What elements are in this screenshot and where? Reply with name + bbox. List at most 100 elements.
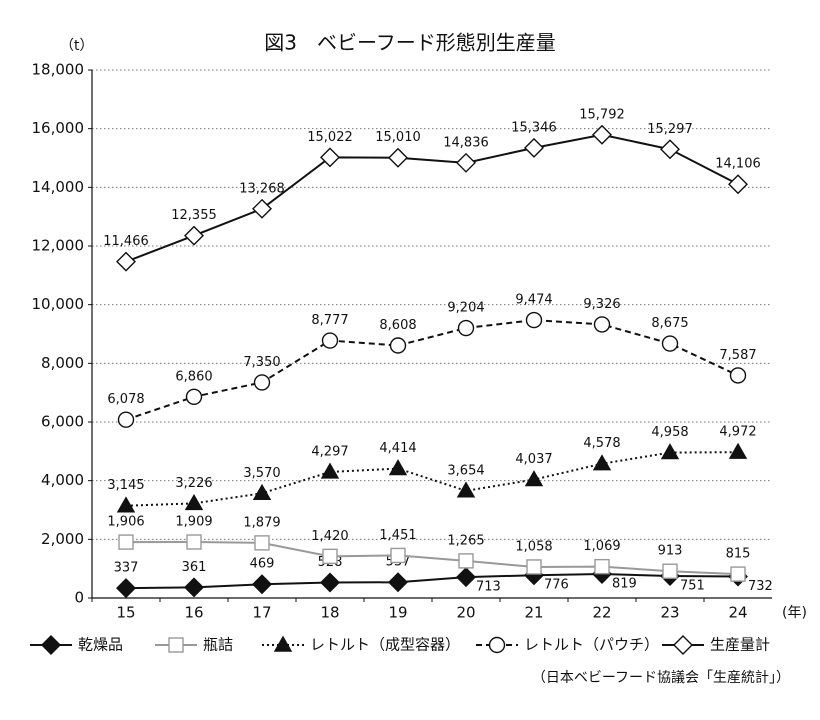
data-point (524, 470, 544, 487)
data-label: 7,350 (243, 355, 280, 370)
data-point (728, 442, 748, 459)
data-label: 776 (544, 578, 569, 593)
data-label: 9,474 (515, 293, 552, 308)
data-label: 819 (612, 576, 637, 591)
x-unit: (年) (782, 605, 807, 621)
data-point (594, 558, 610, 575)
data-label: 751 (680, 578, 705, 593)
data-label: 15,010 (375, 130, 421, 145)
data-point (457, 319, 475, 337)
data-point (592, 454, 612, 471)
data-label: 11,466 (103, 234, 149, 249)
data-point (728, 174, 748, 195)
y-tick-label: 10,000 (32, 295, 85, 313)
data-point (322, 548, 338, 565)
legend-marker (488, 636, 506, 654)
data-label: 15,792 (579, 107, 625, 122)
y-tick-label: 2,000 (41, 530, 84, 548)
data-label: 713 (476, 580, 501, 595)
y-unit: （t） (60, 38, 94, 54)
series-line (125, 572, 739, 590)
series-line (125, 451, 739, 507)
data-point (458, 553, 474, 569)
legend-label: 生産量計 (710, 636, 770, 654)
data-label: 14,836 (443, 135, 489, 150)
data-label: 9,204 (447, 301, 484, 316)
y-tick-label: 6,000 (41, 413, 84, 431)
data-point (252, 483, 272, 500)
data-point (184, 225, 204, 246)
data-label: 13,268 (239, 181, 285, 196)
x-tick-label: 21 (524, 604, 543, 622)
data-label: 3,570 (243, 466, 280, 481)
x-tick-label: 20 (456, 604, 475, 622)
data-point (253, 374, 271, 391)
series-line (125, 319, 739, 421)
data-point (660, 139, 680, 160)
x-tick-label: 19 (388, 604, 407, 622)
data-label: 4,972 (719, 425, 756, 440)
data-label: 361 (182, 560, 207, 575)
x-tick-label: 24 (728, 604, 747, 622)
x-tick-label: 18 (320, 604, 339, 622)
data-label: 3,145 (107, 478, 144, 493)
x-tick-label: 22 (592, 604, 611, 622)
data-label: 6,078 (107, 392, 144, 407)
data-point (184, 577, 204, 598)
legend-marker (168, 637, 184, 653)
data-label: 6,860 (175, 369, 212, 384)
x-tick-label: 23 (660, 604, 679, 622)
data-point (186, 534, 202, 550)
data-label: 1,069 (583, 539, 620, 554)
data-label: 8,675 (651, 316, 688, 331)
data-point (660, 443, 680, 460)
y-tick-label: 18,000 (32, 61, 85, 79)
data-point (185, 388, 203, 405)
data-point (456, 481, 476, 498)
legend-label: レトルト（パウチ） (524, 636, 659, 654)
y-tick-label: 16,000 (32, 119, 85, 137)
legend-label: レトルト（成型容器） (310, 636, 460, 654)
data-label: 15,297 (647, 122, 693, 137)
data-point (320, 147, 340, 168)
data-point (116, 578, 136, 599)
data-label: 7,587 (719, 348, 756, 363)
legend-marker (41, 635, 61, 655)
data-label: 14,106 (715, 157, 761, 172)
data-point (388, 147, 408, 168)
data-label: 3,226 (175, 476, 212, 491)
data-point (456, 567, 476, 588)
legend-marker (273, 635, 293, 652)
data-label: 1,879 (243, 515, 280, 530)
data-label: 1,058 (515, 539, 552, 554)
legend-marker (673, 635, 693, 655)
data-point (525, 311, 543, 329)
data-point (116, 251, 136, 272)
data-label: 4,037 (515, 452, 552, 467)
data-label: 4,958 (651, 425, 688, 440)
data-label: 8,777 (311, 313, 348, 328)
series-line (125, 541, 739, 576)
data-point (116, 496, 136, 513)
data-label: 815 (726, 547, 751, 562)
data-point (526, 559, 542, 575)
data-point (254, 535, 270, 551)
data-point (184, 493, 204, 511)
data-label: 12,355 (171, 208, 217, 223)
legend-label: 乾燥品 (78, 636, 123, 654)
chart-title: 図3 ベビーフード形態別生産量 (264, 31, 556, 55)
data-point (524, 137, 544, 158)
data-label: 8,608 (379, 318, 416, 333)
data-point (388, 459, 408, 476)
data-point (661, 335, 679, 352)
data-point (593, 316, 611, 333)
data-point (592, 124, 612, 145)
source: （日本ベビーフード協議会「生産統計」） (532, 669, 790, 686)
data-point (388, 572, 408, 593)
y-tick-label: 8,000 (41, 354, 84, 372)
x-tick-label: 16 (184, 604, 203, 622)
data-label: 9,326 (583, 297, 620, 312)
data-label: 1,420 (311, 529, 348, 544)
data-label: 4,414 (379, 441, 416, 456)
